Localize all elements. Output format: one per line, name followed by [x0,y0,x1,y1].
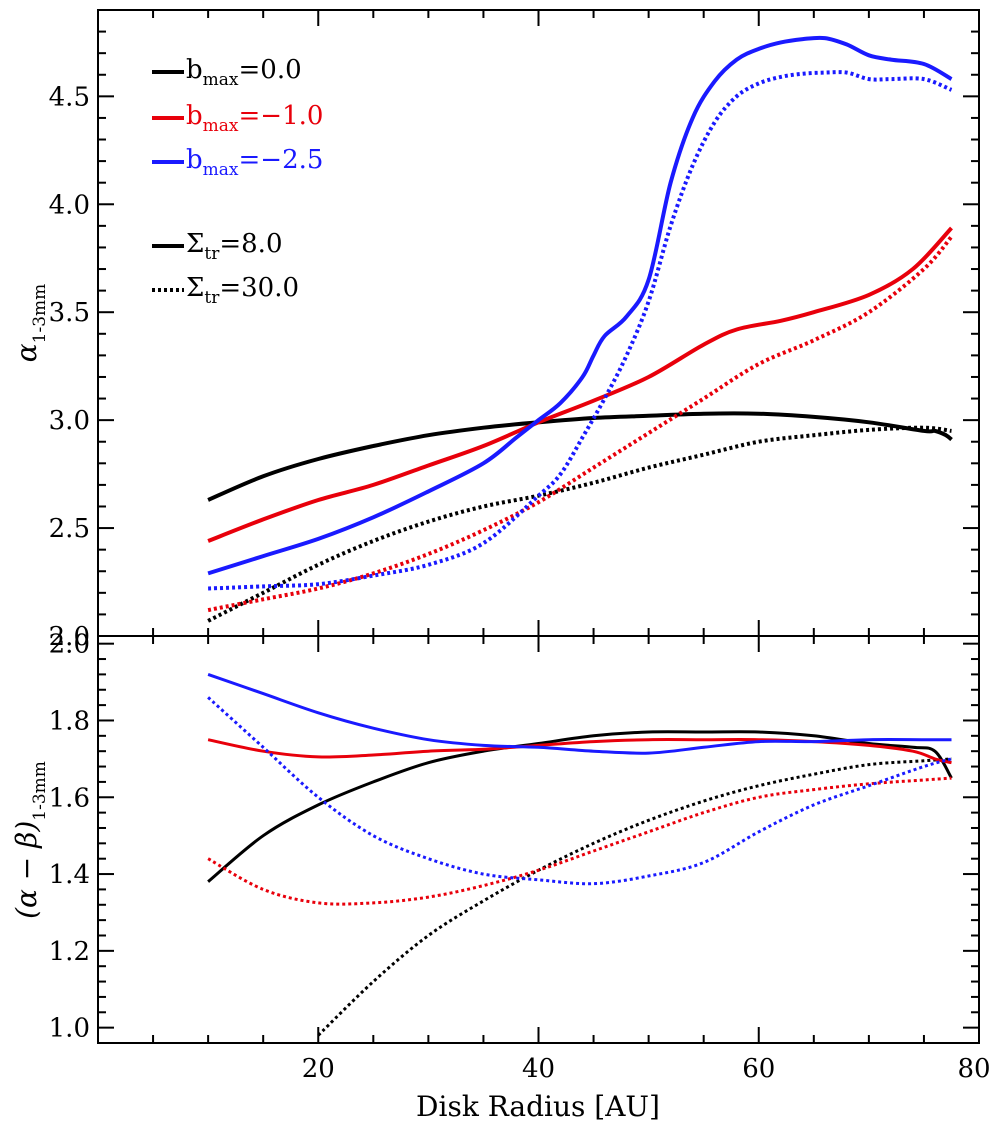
x-tick-label: 20 [302,1054,335,1084]
bottom-y-tick-label: 2.0 [49,630,90,660]
legend-label-sub: max [203,116,239,136]
legend-label-sub: tr [204,244,220,264]
legend-label-rest: =−1.0 [239,101,324,131]
top-plot-frame [97,9,980,637]
svg-text:(α − β)1-3mm: (α − β)1-3mm [10,761,50,919]
legend: bmax=0.0bmax=−1.0bmax=−2.5Σtr=8.0Σtr=30.… [152,55,323,308]
x-tick-label: 60 [742,1054,775,1084]
top-y-tick-label: 2.5 [49,514,90,544]
legend-label-0: bmax=0.0 [186,55,302,90]
top-y-label-sub: 1-3mm [30,284,50,344]
top-y-tick-label: 4.0 [49,190,90,220]
bottom-series-3-dotted [207,776,952,906]
legend-label-rest: =0.0 [239,55,302,85]
bottom-series-4-solid [207,672,952,755]
top-series-4-solid [207,35,953,576]
x-tick-label: 40 [522,1054,555,1084]
legend-label-4: Σtr=30.0 [186,273,299,308]
top-series-5-dotted [208,70,953,591]
bottom-y-axis-label: (α − β)1-3mm [10,761,50,919]
legend-label-main: b [186,145,203,175]
bottom-series-1-dotted [317,757,952,1037]
legend-label-sub: max [203,70,239,90]
legend-label-main: b [186,101,203,131]
legend-label-main: Σ [186,229,204,259]
top-series-2-solid [207,226,953,543]
top-y-tick-label: 2.0 [49,622,90,652]
bottom-y-tick-label: 1.6 [49,783,90,813]
top-series-0-solid [207,411,953,502]
x-tick-label: 80 [957,1054,990,1084]
top-y-axis-label: α1-3mm [10,284,50,363]
bottom-y-tick-label: 1.0 [49,1014,90,1044]
top-y-label-main: α [10,343,43,362]
legend-label-rest: =30.0 [219,273,299,303]
top-y-tick-label: 4.5 [49,82,90,112]
legend-label-3: Σtr=8.0 [186,229,283,264]
legend-label-2: bmax=−2.5 [186,145,323,180]
legend-label-sub: tr [204,288,220,308]
legend-label-main: b [186,55,203,85]
bottom-series-0-solid [207,730,953,883]
legend-label-main: Σ [186,273,204,303]
top-panel: 2.02.53.03.54.04.5 α1-3mm bmax=0.0bmax=−… [10,9,980,652]
svg-text:α1-3mm: α1-3mm [10,284,50,363]
bottom-series-5-dotted [207,696,952,886]
legend-label-1: bmax=−1.0 [186,101,323,136]
top-ticks: 2.0 2.5 3.0 3.5 4.0 4.5 [49,9,979,652]
bottom-series [207,672,953,1037]
top-series-3-dotted [207,235,954,613]
bottom-y-label-sub: 1-3mm [30,761,50,821]
bottom-plot-frame [97,635,980,1044]
legend-label-rest: =8.0 [219,229,282,259]
x-axis-label: Disk Radius [AU] [416,1090,660,1123]
bottom-y-tick-label: 1.8 [49,706,90,736]
top-y-tick-label: 3.0 [49,406,90,436]
bottom-y-tick-label: 1.4 [49,860,90,890]
bottom-y-tick-label: 1.2 [49,937,90,967]
top-series [207,35,954,623]
bottom-y-label-main: (α − β) [10,821,43,919]
legend-label-sub: max [203,160,239,180]
bottom-ticks: 20 40 60 80 1.0 1.2 1.4 1.6 1.8 2.0 [49,630,991,1084]
bottom-series-2-solid [207,738,952,765]
legend-label-rest: =−2.5 [239,145,324,175]
top-y-tick-label: 3.5 [49,298,90,328]
bottom-panel: 20 40 60 801.01.21.41.61.82.0 (α − β)1-3mm … [10,630,991,1123]
